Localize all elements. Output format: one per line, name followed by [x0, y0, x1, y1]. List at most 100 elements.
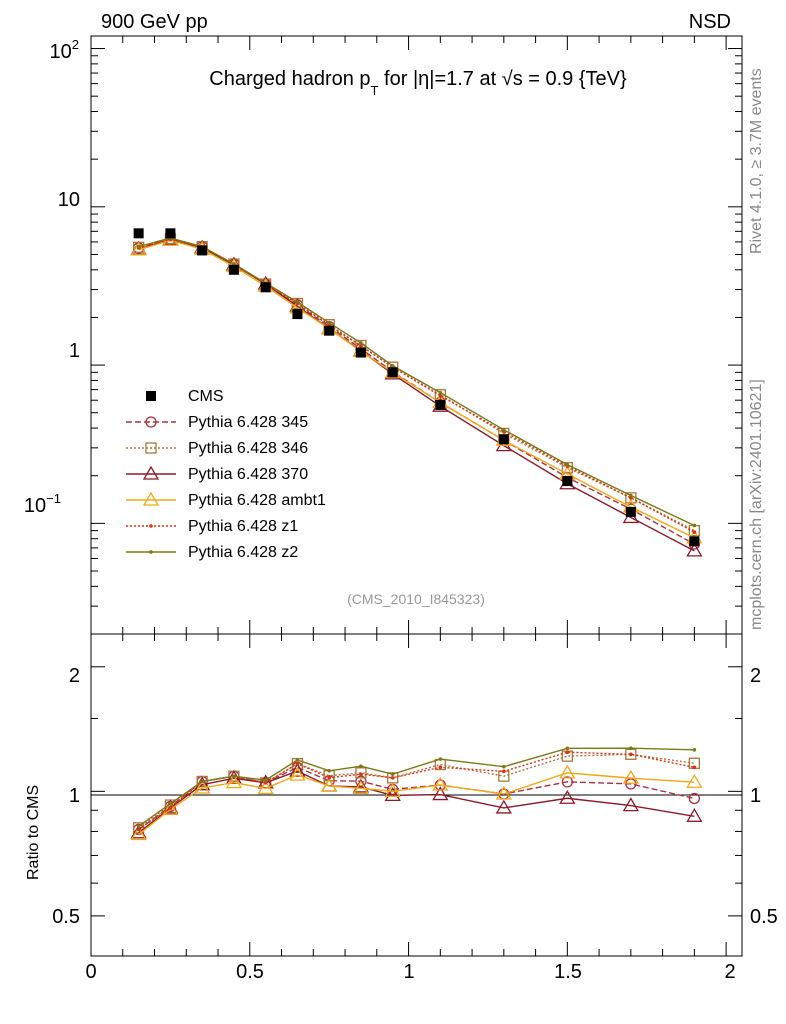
- ratio-marker-3: [130, 826, 147, 841]
- cms-data-point: [260, 282, 271, 293]
- series-line-1: [138, 237, 695, 532]
- legend-label-cms: CMS: [188, 388, 224, 405]
- cms-data-point: [689, 536, 700, 547]
- cms-data-point: [387, 367, 398, 378]
- ratio-marker-4: [438, 765, 443, 770]
- ratio-ytick-label-right-0.5: 0.5: [750, 906, 778, 928]
- ratio-marker-5: [629, 746, 633, 751]
- ratio-marker-5: [327, 768, 331, 773]
- cms-data-point: [133, 228, 144, 239]
- main-ytick-label-1: 1: [69, 340, 80, 362]
- ratio-marker-2: [384, 787, 401, 802]
- ratio-marker-3: [495, 785, 512, 800]
- legend-symbol-2: [142, 465, 160, 480]
- main-ytick-label-0.1: 10−1: [24, 491, 61, 517]
- ratio-line-5: [138, 747, 695, 827]
- ratio-marker-3: [321, 777, 338, 792]
- legend-label-345: Pythia 6.428 345: [188, 414, 308, 431]
- ratio-marker-2: [622, 797, 639, 812]
- ratio-marker-3: [622, 769, 639, 784]
- ratio-line-2: [138, 770, 695, 834]
- series-line-4: [138, 238, 695, 533]
- series-marker-5: [390, 363, 395, 368]
- cms-data-point: [197, 245, 208, 256]
- series-marker-5: [692, 523, 697, 528]
- cms-data-point: [435, 399, 446, 410]
- legend-label-ambt1: Pythia 6.428 ambt1: [188, 492, 326, 509]
- series-marker-4: [438, 393, 443, 398]
- ratio-ytick-label-1: 1: [69, 785, 80, 807]
- series-marker-2: [495, 437, 512, 452]
- xtick-label-2: 2: [724, 961, 735, 983]
- ratio-line-3: [138, 772, 695, 835]
- main-ytick-label-100: 102: [50, 37, 79, 63]
- cms-data-point: [165, 228, 176, 239]
- legend-symbol-5: [149, 550, 153, 554]
- ratio-marker-3: [257, 780, 274, 795]
- ratio-marker-0: [688, 792, 701, 805]
- ratio-marker-2: [289, 762, 306, 777]
- legend-symbol-cms: [146, 391, 156, 401]
- ratio-marker-4: [565, 750, 570, 755]
- ratio-marker-5: [232, 774, 236, 779]
- ratio-marker-4: [502, 769, 506, 774]
- ratio-line-4: [138, 751, 695, 831]
- xtick-label-0.5: 0.5: [236, 961, 264, 983]
- ratio-marker-3: [686, 773, 703, 788]
- xtick-label-1: 1: [403, 961, 414, 983]
- ratio-marker-5: [565, 746, 570, 751]
- ratio-marker-1: [132, 822, 145, 834]
- series-line-5: [138, 237, 695, 527]
- ratio-marker-4: [390, 776, 395, 780]
- ratio-marker-3: [225, 774, 243, 789]
- legend-label-z1: Pythia 6.428 z1: [188, 518, 298, 535]
- xtick-label-1.5: 1.5: [554, 961, 582, 983]
- ratio-marker-2: [432, 786, 449, 801]
- cms-data-point: [498, 434, 509, 445]
- cms-data-point: [355, 347, 366, 358]
- ratio-ytick-label-right-2: 2: [750, 665, 761, 687]
- series-marker-5: [438, 390, 443, 395]
- legend-symbol-3: [142, 491, 160, 506]
- ratio-marker-4: [692, 765, 697, 770]
- series-marker-5: [295, 300, 300, 304]
- ratio-ylabel: Ratio to CMS: [25, 785, 42, 880]
- title-sub: T: [371, 83, 379, 98]
- series-marker-5: [136, 244, 141, 249]
- ratio-marker-5: [359, 764, 363, 769]
- ratio-marker-3: [194, 779, 211, 794]
- ratio-marker-5: [390, 772, 395, 777]
- legend-symbol-1: [145, 442, 157, 454]
- legend-label-346: Pythia 6.428 346: [188, 440, 308, 457]
- legend-label-z2: Pythia 6.428 z2: [188, 544, 298, 561]
- cms-data-point: [292, 309, 303, 320]
- ratio-marker-4: [295, 761, 300, 766]
- ratio-line-1: [138, 753, 695, 829]
- ratio-marker-5: [200, 779, 204, 784]
- ratio-marker-2: [495, 799, 512, 814]
- series-marker-3: [130, 241, 147, 256]
- cms-data-point: [562, 476, 573, 487]
- title-part1: Charged hadron p: [209, 68, 370, 90]
- ratio-marker-4: [327, 775, 331, 780]
- chart-title: Charged hadron pT for |η|=1.7 at √s = 0.…: [209, 68, 627, 98]
- ratio-marker-4: [359, 772, 363, 777]
- cms-data-point: [324, 325, 335, 336]
- ratio-ytick-label-0.5: 0.5: [52, 906, 80, 928]
- series-marker-5: [327, 321, 331, 325]
- header-right: NSD: [689, 11, 731, 33]
- cms-data-point: [625, 506, 636, 517]
- ratio-marker-2: [559, 789, 576, 804]
- ratio-marker-5: [502, 764, 506, 769]
- ratio-marker-3: [384, 783, 401, 797]
- side-label-bottom: mcplots.cern.ch [arXiv:2401.10621]: [748, 379, 765, 630]
- series-marker-5: [629, 493, 633, 498]
- ratio-ytick-label-2: 2: [69, 665, 80, 687]
- ratio-marker-0: [561, 776, 573, 788]
- series-marker-5: [565, 462, 570, 467]
- ratio-marker-5: [438, 757, 443, 761]
- ratio-marker-3: [559, 764, 576, 779]
- ratio-marker-4: [629, 752, 633, 757]
- ratio-marker-5: [295, 758, 300, 762]
